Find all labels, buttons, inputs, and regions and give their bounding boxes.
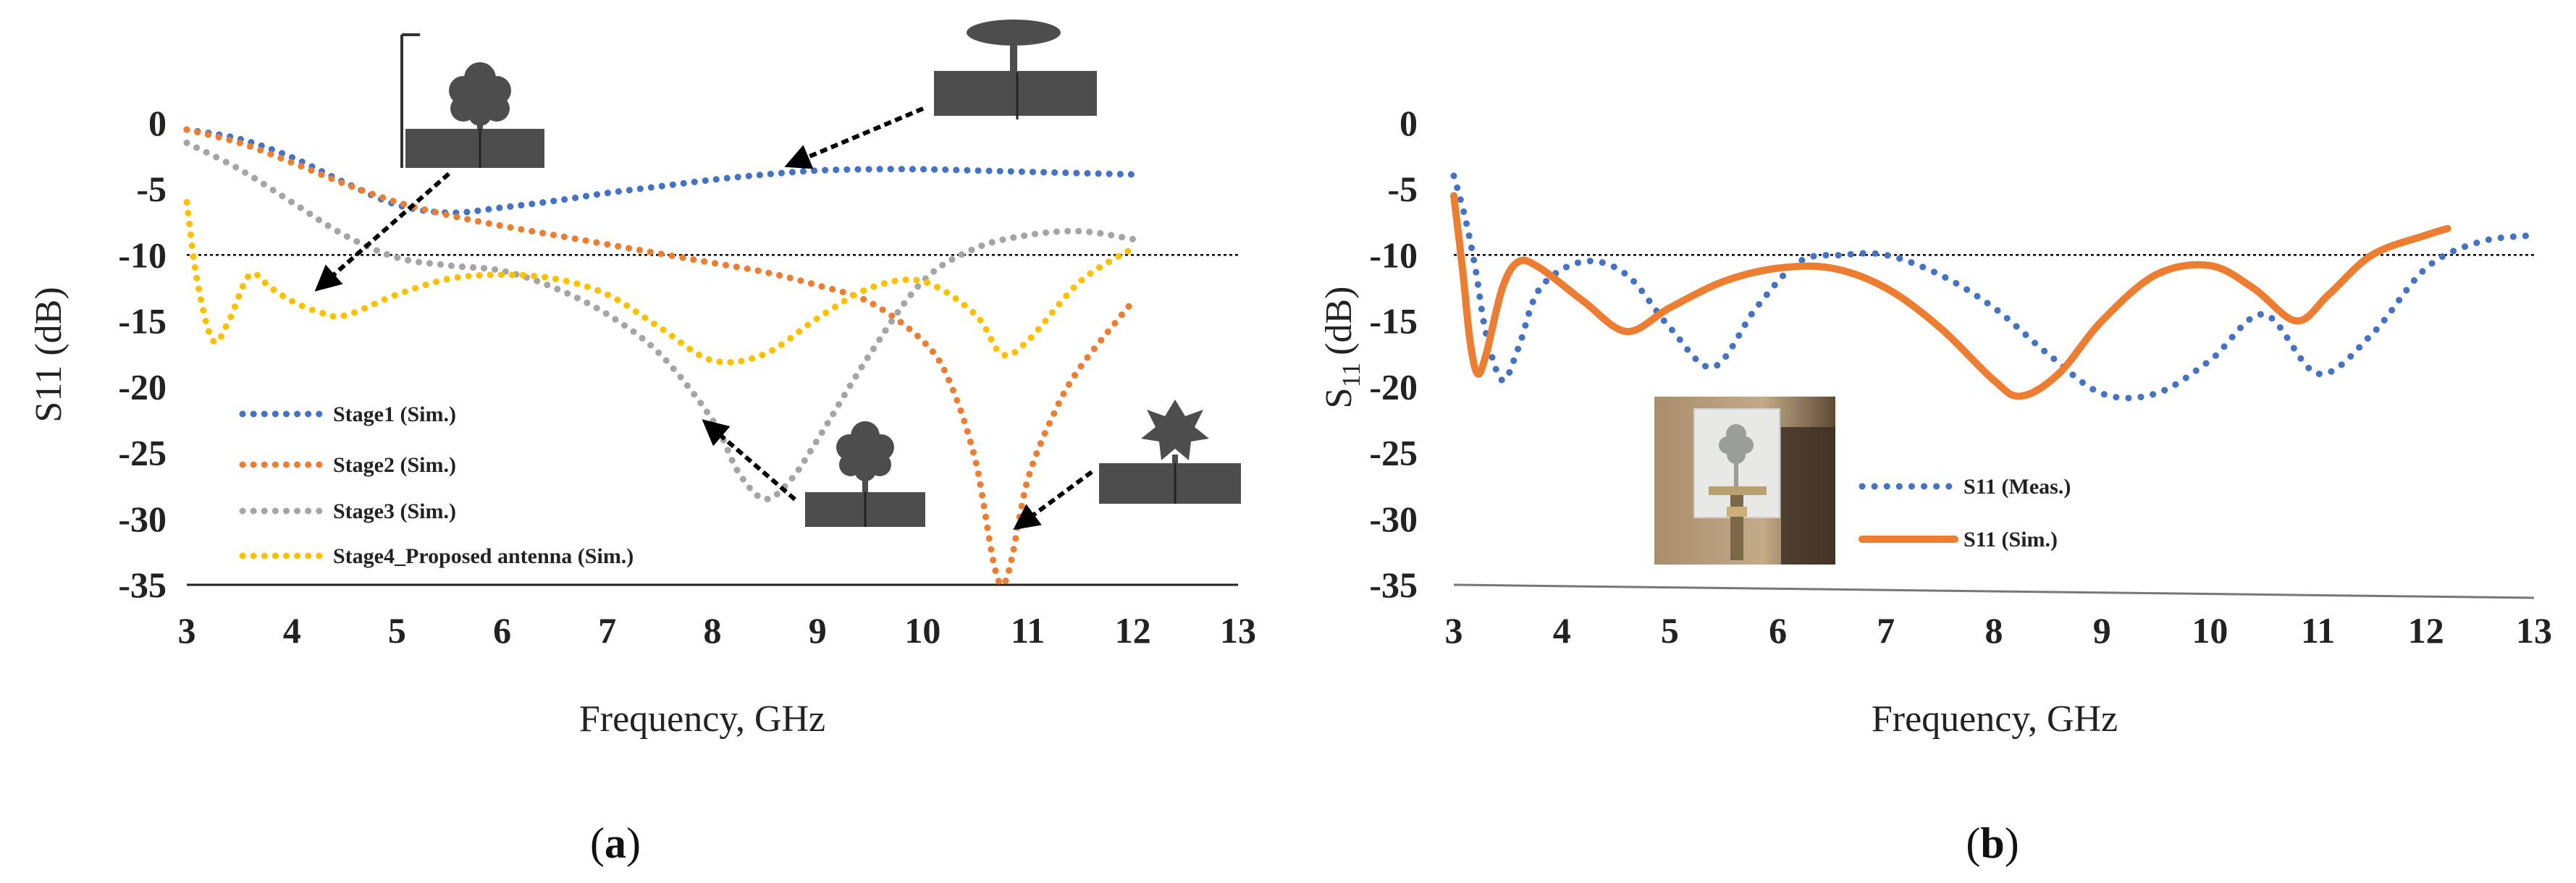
y-tick-label: -20 — [118, 367, 167, 407]
x-tick-label: 7 — [598, 610, 616, 651]
stage4-arrow — [314, 172, 450, 292]
x-tick-label: 9 — [2093, 610, 2111, 651]
x-tick-label: 6 — [1769, 610, 1787, 651]
series-line-meas — [1450, 172, 2538, 402]
x-tick-label: 13 — [2516, 610, 2552, 651]
x-tick-label: 7 — [1877, 610, 1895, 651]
series-line-stage2 — [183, 126, 1137, 588]
chart-b-series — [1450, 172, 2538, 402]
stage3-arrow — [702, 419, 796, 502]
chart-a-series — [183, 126, 1137, 588]
legend-stage1-label: Stage1 (Sim.) — [333, 402, 456, 426]
y-tick-label: -25 — [1369, 433, 1418, 473]
stage1-antenna-icon — [934, 20, 1097, 119]
panel-label-b: (b) — [1966, 819, 2019, 867]
chart-b-x-axis-label: Frequency, GHz — [1872, 698, 2118, 740]
y-tick-label: -35 — [1369, 565, 1418, 605]
y-tick-label: -5 — [136, 169, 167, 209]
x-tick-label: 5 — [388, 610, 406, 651]
antenna-photo — [1654, 397, 1835, 565]
y-tick-label: -5 — [1387, 169, 1418, 209]
x-tick-label: 12 — [2408, 610, 2444, 651]
y-tick-label: -25 — [118, 433, 167, 473]
x-tick-label: 13 — [1220, 610, 1256, 651]
series-line-stage4 — [183, 198, 1137, 366]
y-tick-label: -35 — [118, 565, 167, 605]
x-tick-label: 4 — [1553, 610, 1571, 651]
x-tick-label: 8 — [704, 610, 722, 651]
x-tick-label: 11 — [2301, 610, 2335, 651]
y-tick-label: -30 — [118, 499, 167, 539]
chart-a-legend: Stage1 (Sim.) Stage2 (Sim.) Stage3 (Sim.… — [239, 402, 634, 568]
y-tick-label: -30 — [1369, 499, 1418, 539]
y-tick-label: -20 — [1369, 367, 1418, 407]
x-tick-label: 8 — [1985, 610, 2003, 651]
chart-b-y-tick-labels: 0 -5 -10 -15 -20 -25 -30 -35 — [1369, 103, 1418, 605]
y-tick-label: 0 — [1399, 103, 1418, 143]
y-tick-label: 0 — [148, 103, 167, 143]
x-tick-label: 6 — [493, 610, 511, 651]
series-line-stage1 — [183, 126, 1137, 216]
legend-meas-label: S11 (Meas.) — [1963, 475, 2071, 499]
chart-a-y-tick-labels: 0 -5 -10 -15 -20 -25 -30 -35 — [118, 103, 167, 605]
x-tick-label: 5 — [1661, 610, 1679, 651]
stage1-arrow — [784, 106, 925, 169]
legend-stage2-label: Stage2 (Sim.) — [333, 453, 456, 477]
chart-b-x-tick-labels: 3 4 5 6 7 8 9 10 11 12 13 — [1445, 610, 2553, 651]
legend-sim-label: S11 (Sim.) — [1963, 528, 2058, 552]
x-tick-label: 9 — [809, 610, 827, 651]
y-tick-label: -10 — [118, 235, 167, 275]
x-tick-label: 10 — [2192, 610, 2228, 651]
stage3-antenna-icon — [805, 421, 925, 527]
series-line-sim — [1450, 192, 2451, 400]
legend-stage4-label: Stage4_Proposed antenna (Sim.) — [333, 544, 634, 568]
chart-b: 0 -5 -10 -15 -20 -25 -30 -35 3 4 5 6 7 8 9 10 11 12 13 S1… — [1318, 103, 2552, 867]
x-tick-label: 12 — [1115, 610, 1151, 651]
chart-b-legend: S11 (Meas.) S11 (Sim.) — [1859, 475, 2071, 552]
chart-a-x-axis-label: Frequency, GHz — [579, 698, 825, 740]
chart-b-y-axis-label: S11(dB) — [1318, 287, 1365, 409]
x-tick-label: 3 — [1445, 610, 1463, 651]
stage4-antenna-icon — [400, 33, 544, 168]
legend-stage3-label: Stage3 (Sim.) — [333, 499, 456, 523]
x-tick-label: 4 — [283, 610, 301, 651]
x-tick-label: 3 — [178, 610, 196, 651]
y-tick-label: -10 — [1369, 235, 1418, 275]
chart-a: 0 -5 -10 -15 -20 -25 -30 -35 3 4 5 6 7 8 9 10 11 12 13 S1… — [28, 20, 1256, 867]
stage2-antenna-icon — [1099, 400, 1241, 504]
chart-a-x-tick-labels: 3 4 5 6 7 8 9 10 11 12 13 — [178, 610, 1257, 651]
chart-b-x-axis — [1453, 583, 2535, 599]
x-tick-label: 11 — [1011, 610, 1045, 651]
x-tick-label: 10 — [904, 610, 940, 651]
panel-label-a: (a) — [590, 819, 641, 867]
y-tick-label: -15 — [118, 300, 167, 341]
y-tick-label: -15 — [1369, 300, 1418, 341]
series-line-stage3 — [183, 139, 1137, 503]
chart-a-y-axis-label: S11 (dB) — [28, 287, 70, 422]
stage2-arrow — [1013, 470, 1093, 531]
